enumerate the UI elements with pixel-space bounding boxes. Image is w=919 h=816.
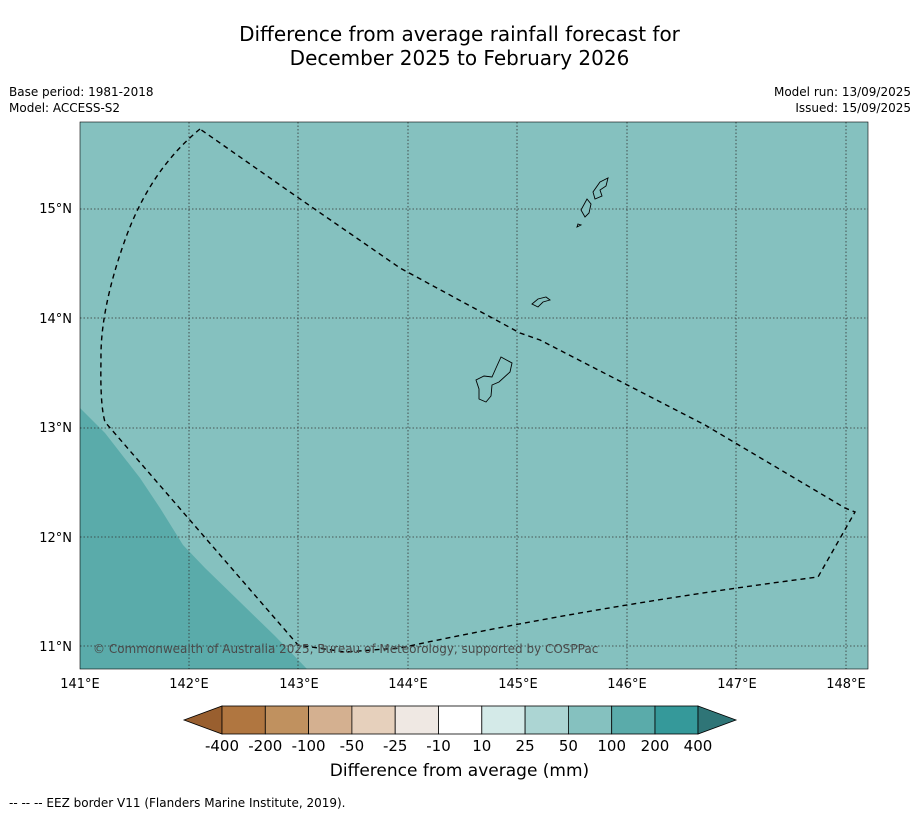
lat-label-15: 15°N	[39, 202, 72, 217]
eez-border	[100, 128, 857, 653]
colorbar-tick: -100	[292, 737, 326, 755]
lon-label-148: 148°E	[826, 677, 866, 692]
map-gridlines	[80, 122, 868, 669]
map-frame	[79, 121, 869, 670]
colorbar-tick: -25	[383, 737, 408, 755]
footer-note: -- -- -- EEZ border V11 (Flanders Marine…	[9, 796, 346, 810]
colorbar-segment	[351, 705, 396, 735]
title-line-1: Difference from average rainfall forecas…	[239, 22, 680, 46]
colorbar-tick: 50	[559, 737, 578, 755]
lat-label-12: 12°N	[39, 531, 72, 546]
base-period: Base period: 1981-2018	[9, 85, 154, 99]
colorbar-segment	[568, 705, 613, 735]
model-run: Model run: 13/09/2025	[773, 85, 911, 99]
colorbar-tick: 100	[597, 737, 626, 755]
colorbar-segment	[394, 705, 439, 735]
copyright-text: © Commonwealth of Australia 2025, Bureau…	[93, 642, 598, 656]
island-aguijan	[576, 223, 583, 228]
lon-label-141: 141°E	[60, 677, 100, 692]
colorbar-tick: 200	[641, 737, 670, 755]
lon-label-142: 142°E	[169, 677, 209, 692]
colorbar-segment	[654, 705, 699, 735]
title-line-2: December 2025 to February 2026	[289, 46, 630, 70]
lon-label-145: 145°E	[498, 677, 538, 692]
lat-label-13: 13°N	[39, 421, 72, 436]
colorbar-tick: -10	[426, 737, 451, 755]
colorbar-segment	[438, 705, 483, 735]
lat-label-14: 14°N	[39, 312, 72, 327]
island-tinian	[580, 198, 592, 218]
model-name: Model: ACCESS-S2	[9, 101, 121, 115]
island-guam	[475, 356, 513, 403]
chart-title: Difference from average rainfall forecas…	[0, 22, 919, 70]
colorbar-segment	[264, 705, 309, 735]
lon-label-146: 146°E	[607, 677, 647, 692]
colorbar-segment	[221, 705, 266, 735]
colorbar-label: Difference from average (mm)	[329, 761, 590, 781]
colorbar-ticks: -400 -200 -100 -50 -25 -10 10 25 50 100 …	[205, 737, 712, 755]
colorbar-tick: 400	[684, 737, 713, 755]
latitude-labels: 15°N 14°N 13°N 12°N 11°N	[39, 202, 72, 655]
colorbar-tick: -400	[205, 737, 239, 755]
lon-label-144: 144°E	[388, 677, 428, 692]
longitude-labels: 141°E 142°E 143°E 144°E 145°E 146°E 147°…	[60, 677, 866, 692]
colorbar-segment	[308, 705, 353, 735]
colorbar-tick: 25	[516, 737, 535, 755]
meta-right: Model run: 13/09/2025 Issued: 15/09/2025	[774, 84, 911, 116]
colorbar-low-arrow	[182, 705, 223, 735]
colorbar-segment	[481, 705, 526, 735]
lon-label-147: 147°E	[717, 677, 757, 692]
colorbar-segment	[524, 705, 569, 735]
issued-date: Issued: 15/09/2025	[795, 101, 911, 115]
island-rota	[531, 296, 551, 308]
lat-label-11: 11°N	[39, 640, 72, 655]
lon-label-143: 143°E	[279, 677, 319, 692]
colorbar-segment	[611, 705, 656, 735]
colorbar-tick: -200	[248, 737, 282, 755]
island-saipan	[592, 177, 609, 200]
meta-left: Base period: 1981-2018 Model: ACCESS-S2	[9, 84, 154, 116]
higher-rainfall-region	[80, 408, 307, 669]
islands	[475, 177, 609, 403]
colorbar	[182, 705, 738, 735]
colorbar-high-arrow	[697, 705, 738, 735]
colorbar-tick: -50	[340, 737, 365, 755]
colorbar-tick: 10	[472, 737, 491, 755]
